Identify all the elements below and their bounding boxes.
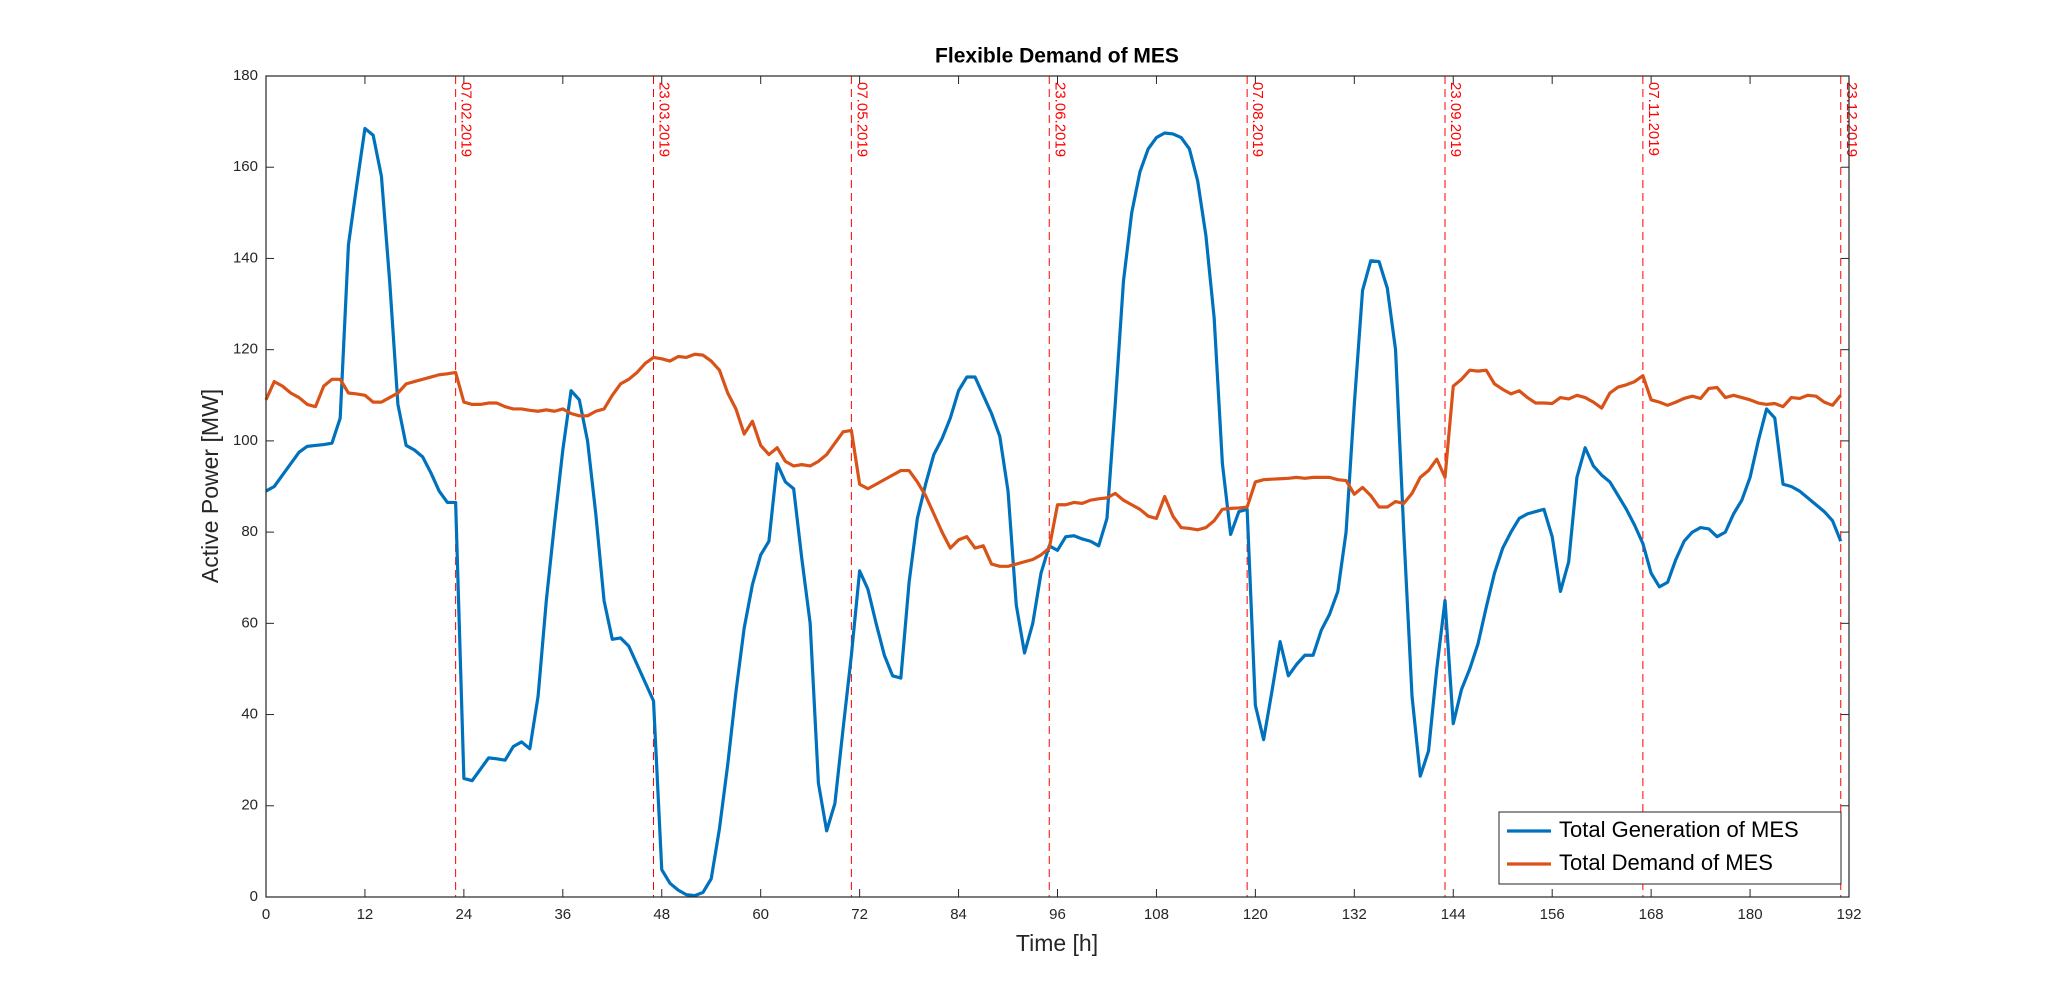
x-tick-label: 24 xyxy=(456,906,473,923)
legend-label: Total Generation of MES xyxy=(1559,817,1799,842)
x-tick-label: 72 xyxy=(851,906,868,923)
x-tick-label: 96 xyxy=(1049,906,1066,923)
y-tick-label: 140 xyxy=(233,249,258,266)
x-tick-label: 156 xyxy=(1540,906,1565,923)
x-tick-label: 180 xyxy=(1738,906,1763,923)
x-tick-label: 108 xyxy=(1144,906,1169,923)
marker-label: 23.12.2019 xyxy=(1843,82,1860,157)
legend: Total Generation of MES Total Demand of M… xyxy=(1498,811,1842,885)
legend-label: Total Demand of MES xyxy=(1559,850,1773,875)
y-axis-label: Active Power [MW] xyxy=(197,389,223,583)
marker-label: 07.05.2019 xyxy=(853,82,870,157)
marker-label: 23.03.2019 xyxy=(656,82,673,157)
plot-area xyxy=(266,76,1849,897)
x-tick-label: 36 xyxy=(554,906,571,923)
y-tick-label: 80 xyxy=(241,523,258,540)
y-tick-label: 40 xyxy=(241,706,258,723)
chart-title: Flexible Demand of MES xyxy=(935,45,1179,68)
y-tick-label: 120 xyxy=(233,341,258,358)
x-tick-label: 84 xyxy=(950,906,967,923)
x-tick-label: 192 xyxy=(1836,906,1861,923)
x-tick-label: 168 xyxy=(1639,906,1664,923)
y-tick-label: 0 xyxy=(250,888,258,905)
marker-label: 23.09.2019 xyxy=(1447,82,1464,157)
x-tick-label: 60 xyxy=(752,906,769,923)
marker-label: 07.08.2019 xyxy=(1249,82,1266,157)
x-tick-label: 0 xyxy=(262,906,270,923)
series-line xyxy=(264,352,1842,568)
marker-label: 07.11.2019 xyxy=(1645,82,1662,156)
legend-box xyxy=(1498,811,1842,885)
y-tick-label: 100 xyxy=(233,432,258,449)
marker-label: 07.02.2019 xyxy=(458,82,475,157)
x-axis-label: Time [h] xyxy=(1016,930,1098,956)
y-tick-label: 180 xyxy=(233,67,258,84)
y-tick-label: 160 xyxy=(233,158,258,175)
marker-label: 23.06.2019 xyxy=(1051,82,1068,157)
x-tick-label: 48 xyxy=(653,906,670,923)
x-tick-label: 120 xyxy=(1243,906,1268,923)
y-tick-label: 60 xyxy=(241,614,258,631)
x-tick-label: 132 xyxy=(1342,906,1367,923)
y-tick-label: 20 xyxy=(241,797,258,814)
series-line xyxy=(265,126,1843,898)
x-tick-label: 144 xyxy=(1441,906,1466,923)
x-tick-label: 12 xyxy=(357,906,374,923)
axes-box xyxy=(265,75,1850,898)
